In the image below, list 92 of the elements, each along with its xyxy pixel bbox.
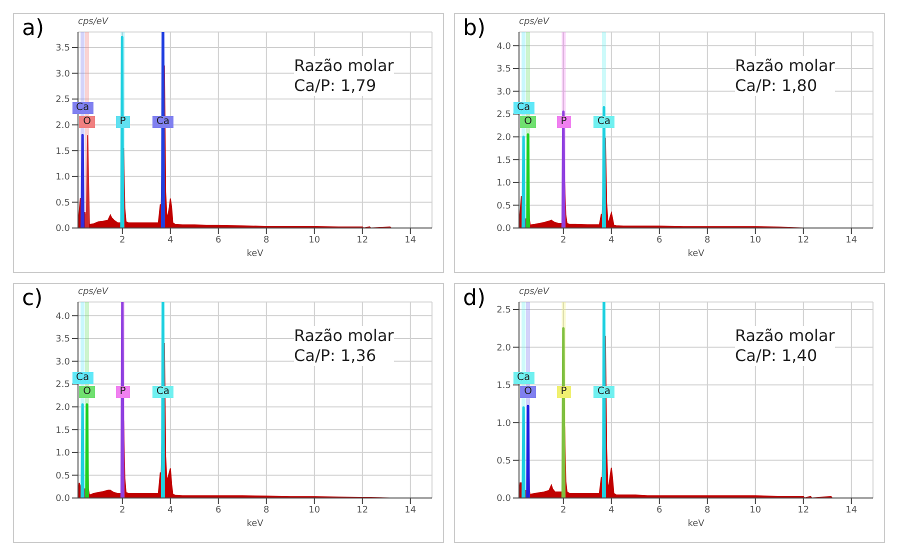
x-tick-label: 10	[308, 505, 320, 516]
x-tick-label: 10	[308, 235, 320, 246]
ref-line-label: P	[116, 116, 130, 128]
chart-title: d)	[463, 286, 486, 311]
y-axis-title: cps/eV	[519, 17, 550, 27]
y-tick-label: 2.0	[496, 343, 512, 354]
y-tick-label: 0.0	[496, 224, 512, 234]
x-axis-title: keV	[688, 249, 706, 259]
ref-line-label: P	[556, 386, 571, 398]
x-tick-label: 2	[120, 235, 126, 246]
x-tick-label: 12	[798, 505, 810, 516]
y-tick-label: 0.5	[496, 201, 511, 212]
y-tick-label: 2.0	[56, 403, 70, 414]
y-tick-label: 0.0	[56, 224, 70, 234]
y-tick-label: 2.5	[496, 110, 511, 120]
x-tick-label: 6	[216, 505, 222, 516]
y-tick-label: 1.0	[56, 172, 70, 183]
x-axis-title: keV	[246, 519, 264, 529]
y-tick-label: 2.5	[496, 306, 511, 316]
x-axis-title: keV	[688, 519, 706, 529]
y-tick-label: 3.5	[56, 44, 70, 54]
x-tick-label: 10	[750, 505, 762, 516]
y-axis-title: cps/eV	[78, 287, 108, 297]
y-tick-label: 2.5	[56, 380, 70, 390]
ref-line-label: O	[520, 386, 536, 398]
x-tick-label: 6	[216, 235, 222, 246]
ref-line-label: P	[116, 386, 130, 398]
x-tick-label: 4	[168, 505, 174, 516]
y-tick-label: 3.0	[56, 69, 70, 80]
x-tick-label: 8	[704, 235, 711, 246]
ref-line-label: Ca	[593, 386, 615, 398]
x-tick-label: 14	[846, 505, 858, 516]
x-tick-label: 2	[560, 505, 566, 516]
y-tick-label: 0.0	[496, 494, 512, 504]
x-tick-label: 6	[656, 235, 663, 246]
y-tick-label: 1.5	[56, 146, 70, 157]
ref-line-label: O	[520, 116, 536, 128]
ref-line-label: Ca	[593, 116, 615, 128]
chart-title: c)	[22, 286, 43, 311]
x-tick-label: 12	[798, 235, 810, 246]
x-tick-label: 12	[356, 235, 368, 246]
x-tick-label: 4	[168, 235, 174, 246]
y-tick-label: 3.0	[56, 357, 70, 368]
y-tick-label: 1.5	[496, 381, 511, 392]
x-tick-label: 14	[846, 235, 858, 246]
y-tick-label: 0.5	[56, 471, 70, 482]
x-tick-label: 12	[356, 505, 368, 516]
ref-line-label: Ca	[152, 386, 174, 398]
x-tick-label: 14	[404, 505, 416, 516]
ref-line-label: Ca	[512, 372, 534, 384]
ref-line-label: Ca	[72, 372, 94, 384]
ref-line-label: P	[556, 116, 571, 128]
y-tick-label: 3.5	[56, 334, 70, 345]
y-tick-label: 0.5	[56, 198, 70, 208]
y-tick-label: 4.0	[496, 42, 512, 52]
y-tick-label: 1.0	[56, 448, 70, 459]
x-tick-label: 4	[608, 235, 615, 246]
y-axis-title: cps/eV	[519, 287, 550, 297]
y-tick-label: 1.0	[496, 178, 512, 189]
ref-line-label: O	[79, 386, 95, 398]
y-tick-label: 1.5	[56, 426, 70, 436]
x-tick-label: 8	[264, 235, 270, 246]
annotation: Razão molar Ca/P: 1,36	[294, 326, 394, 366]
x-axis-title: keV	[246, 249, 264, 259]
x-tick-label: 8	[264, 505, 270, 516]
annotation: Razão molar Ca/P: 1,79	[294, 56, 394, 96]
ref-line-label: O	[79, 116, 95, 128]
y-tick-label: 2.0	[496, 133, 512, 144]
x-tick-label: 2	[120, 505, 126, 516]
x-tick-label: 14	[404, 235, 416, 246]
y-tick-label: 4.0	[56, 312, 70, 322]
y-tick-label: 1.0	[496, 418, 512, 429]
chart-title: b)	[463, 16, 486, 41]
y-tick-label: 3.5	[496, 64, 511, 75]
y-tick-label: 0.5	[496, 456, 511, 467]
y-tick-label: 2.0	[56, 121, 70, 132]
ref-line-label: Ca	[512, 102, 534, 114]
annotation: Razão molar Ca/P: 1,40	[735, 326, 835, 366]
y-tick-label: 2.5	[56, 95, 70, 106]
chart-title: a)	[22, 16, 44, 41]
x-tick-label: 4	[608, 505, 615, 516]
annotation: Razão molar Ca/P: 1,80	[735, 56, 835, 96]
x-tick-label: 10	[750, 235, 762, 246]
x-tick-label: 6	[656, 505, 663, 516]
y-tick-label: 3.0	[496, 87, 512, 98]
y-tick-label: 0.0	[56, 494, 70, 504]
y-axis-title: cps/eV	[78, 17, 108, 27]
y-tick-label: 1.5	[496, 156, 511, 166]
ref-line-label: Ca	[72, 102, 94, 114]
x-tick-label: 8	[704, 505, 711, 516]
ref-line-label: Ca	[152, 116, 174, 128]
x-tick-label: 2	[560, 235, 566, 246]
